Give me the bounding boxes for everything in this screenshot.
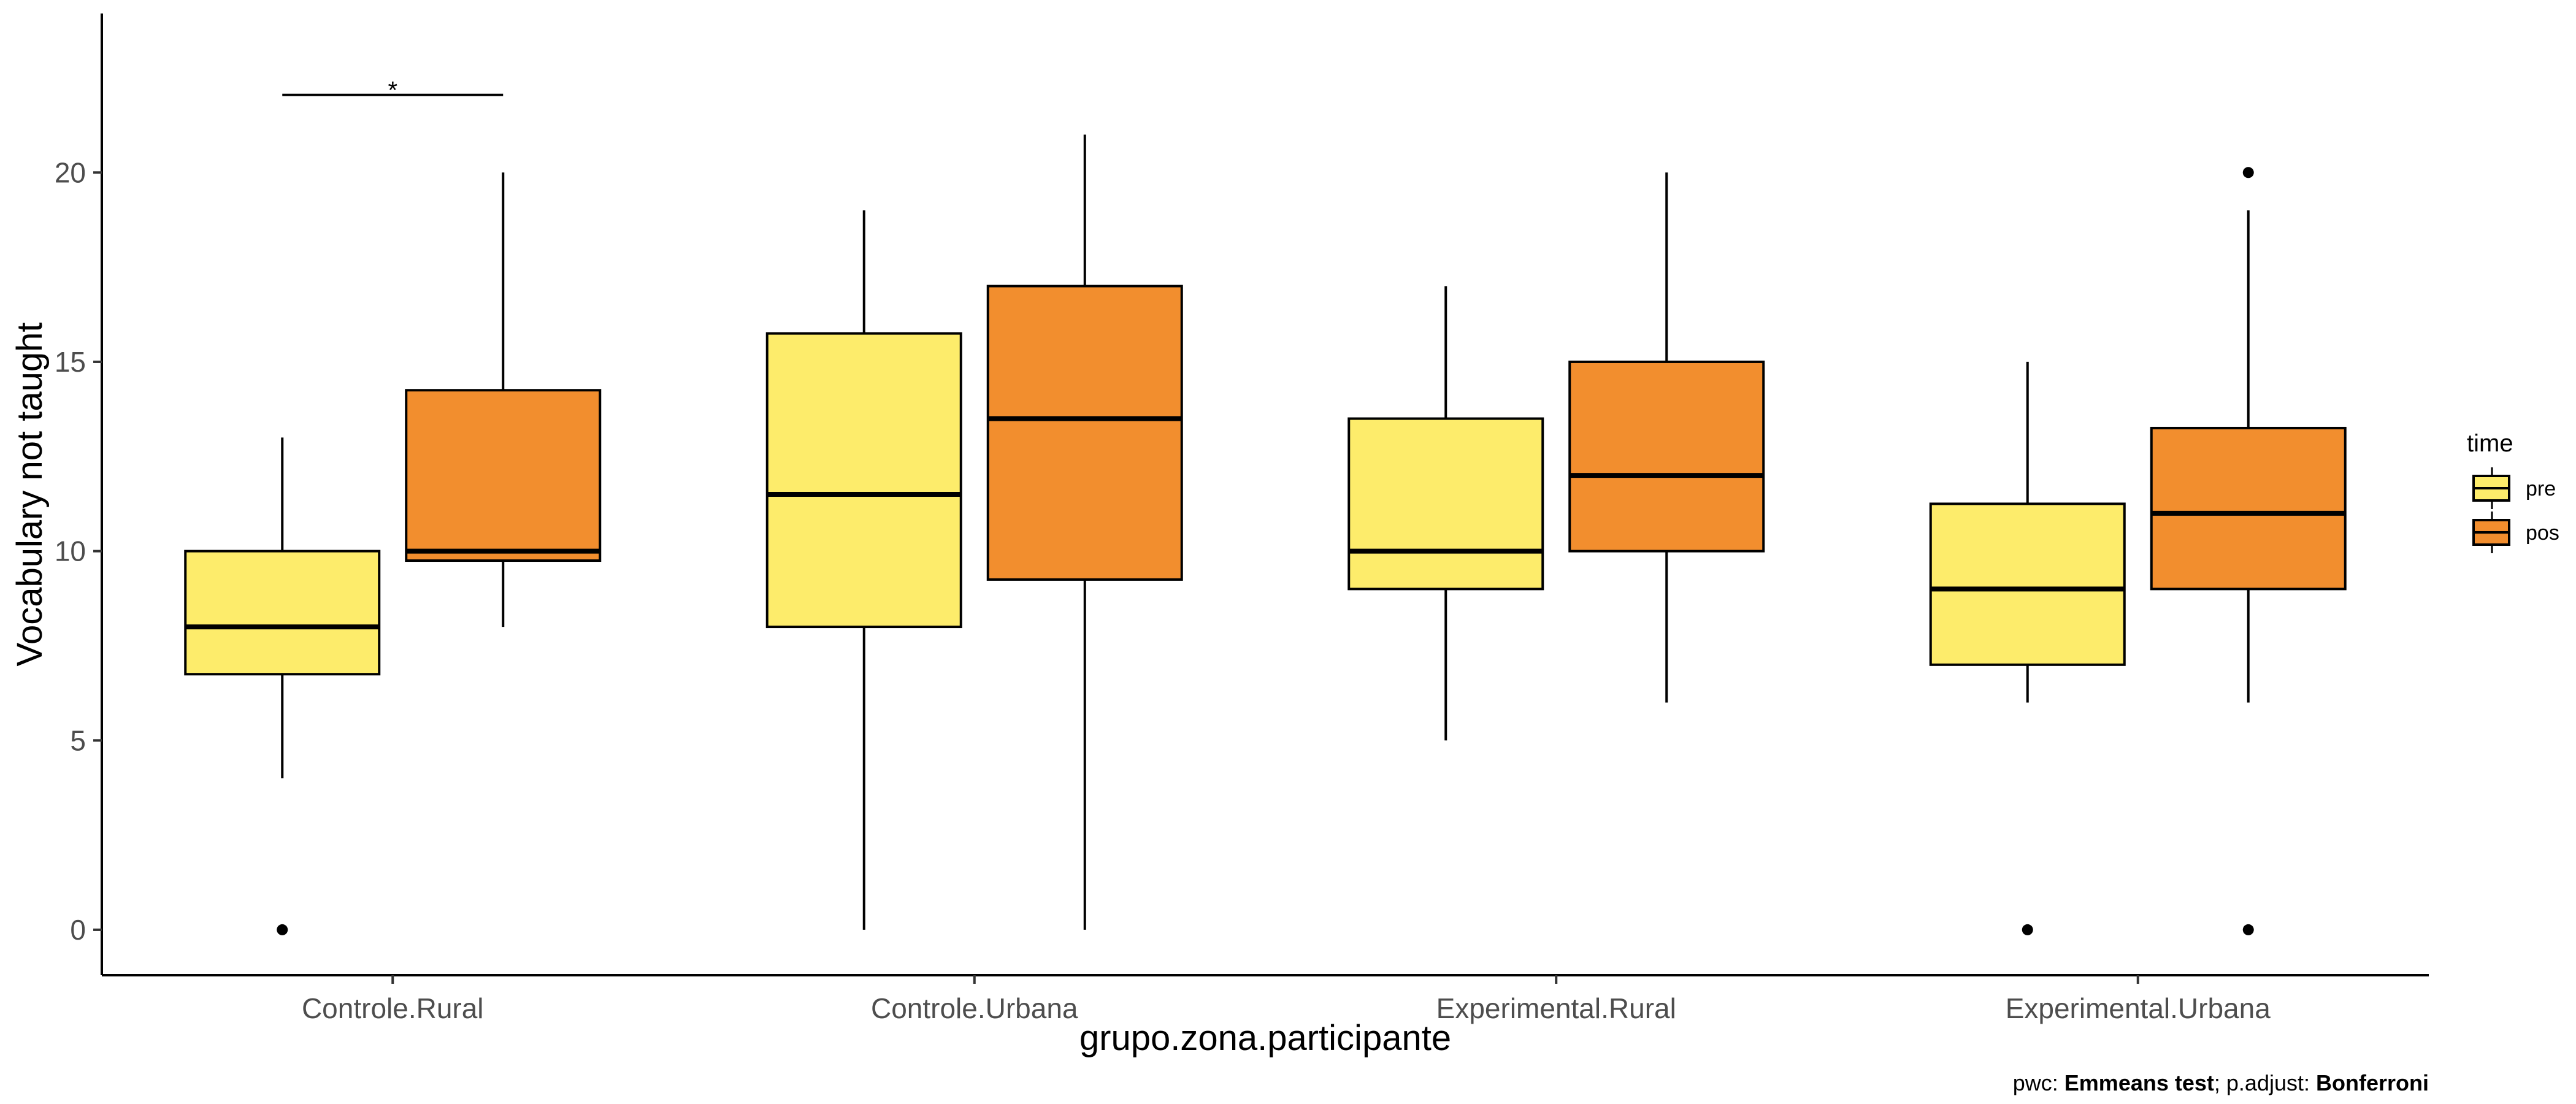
x-tick-label: Controle.Urbana	[871, 992, 1078, 1024]
box-pre-controle-urbana	[765, 210, 962, 930]
box-iqr	[986, 285, 1183, 581]
caption-prefix: pwc:	[2013, 1070, 2064, 1095]
legend-item-label: pos	[2526, 521, 2559, 545]
significance-label: *	[388, 77, 397, 104]
y-ticks: 0 5 10 15 20	[55, 156, 102, 946]
box-pre-experimental-rural	[1347, 286, 1544, 741]
x-tick-label: Experimental.Rural	[1436, 992, 1676, 1024]
x-axis-title: grupo.zona.participante	[1079, 1018, 1451, 1058]
box-iqr	[184, 550, 381, 676]
legend-title: time	[2467, 430, 2513, 457]
outlier-point	[2242, 924, 2254, 935]
box-pos-controle-rural	[405, 172, 602, 627]
box-iqr	[1347, 417, 1544, 591]
caption: pwc: Emmeans test; p.adjust: Bonferroni	[2013, 1070, 2429, 1095]
caption-middle: ; p.adjust:	[2214, 1070, 2316, 1095]
x-ticks: Controle.Rural Controle.Urbana Experimenta…	[302, 975, 2271, 1024]
y-axis-title: Vocabulary not taught	[10, 322, 50, 666]
box-iqr	[765, 332, 962, 629]
legend-items: pre pos	[2472, 467, 2559, 553]
x-tick-label: Experimental.Urbana	[2006, 992, 2271, 1024]
y-tick-label: 10	[55, 535, 86, 567]
box-pos-controle-urbana	[986, 134, 1183, 930]
axes	[101, 13, 2429, 976]
box-pos-experimental-urbana	[2150, 167, 2347, 935]
caption-method: Bonferroni	[2316, 1070, 2429, 1095]
y-tick-label: 15	[55, 346, 86, 378]
outlier-point	[277, 924, 288, 935]
box-pos-experimental-rural	[1568, 172, 1765, 703]
caption-test: Emmeans test	[2064, 1070, 2214, 1095]
box-pre-controle-rural	[184, 437, 381, 935]
y-tick-label: 5	[70, 724, 86, 756]
x-tick-label: Controle.Rural	[302, 992, 484, 1024]
box-iqr	[405, 389, 602, 562]
plot-area: *	[184, 77, 2347, 935]
box-pre-experimental-urbana	[1929, 361, 2126, 935]
legend: time pre pos	[2467, 430, 2559, 553]
legend-item-pos: pos	[2472, 512, 2559, 553]
legend-item-label: pre	[2526, 477, 2556, 500]
box-iqr	[2150, 426, 2347, 591]
box-iqr	[1568, 360, 1765, 553]
outlier-point	[2242, 167, 2254, 178]
y-tick-label: 20	[55, 156, 86, 188]
box-iqr	[1929, 502, 2126, 666]
outlier-point	[2022, 924, 2033, 935]
y-tick-label: 0	[70, 914, 86, 946]
legend-item-pre: pre	[2472, 467, 2556, 509]
